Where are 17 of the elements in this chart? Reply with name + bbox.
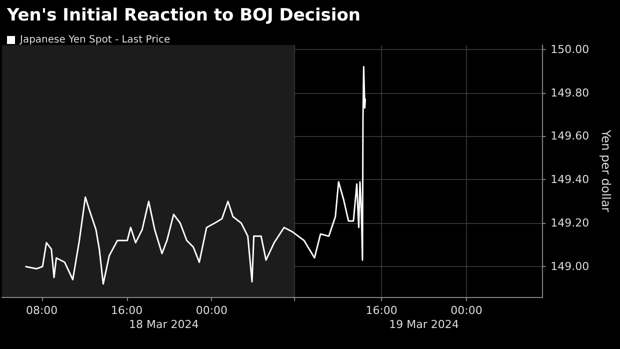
legend-label: Japanese Yen Spot - Last Price: [19, 34, 170, 46]
x-tick-label: 00:00: [450, 304, 482, 317]
y-tick-label: 149.60: [550, 130, 590, 143]
y-tick-label: 149.20: [550, 216, 590, 230]
line-series: [25, 66, 366, 285]
y-tick-label: 150.00: [550, 42, 590, 56]
y-tick-label: 149.80: [550, 86, 590, 100]
chart-title: Yen's Initial Reaction to BOJ Decision: [6, 6, 361, 26]
y-axis-title: Yen per dollar: [599, 128, 613, 212]
x2-tick-label: 18 Mar 2024: [129, 318, 199, 331]
x-tick-label: 16:00: [366, 304, 398, 317]
y-tick-label: 149.00: [550, 260, 590, 274]
x-tick-label: 08:00: [26, 304, 58, 317]
x-tick-label: 00:00: [196, 304, 228, 317]
x-tick-label: 16:00: [110, 304, 143, 317]
y-tick-label: 149.40: [550, 173, 590, 186]
x2-tick-label: 19 Mar 2024: [389, 318, 459, 331]
